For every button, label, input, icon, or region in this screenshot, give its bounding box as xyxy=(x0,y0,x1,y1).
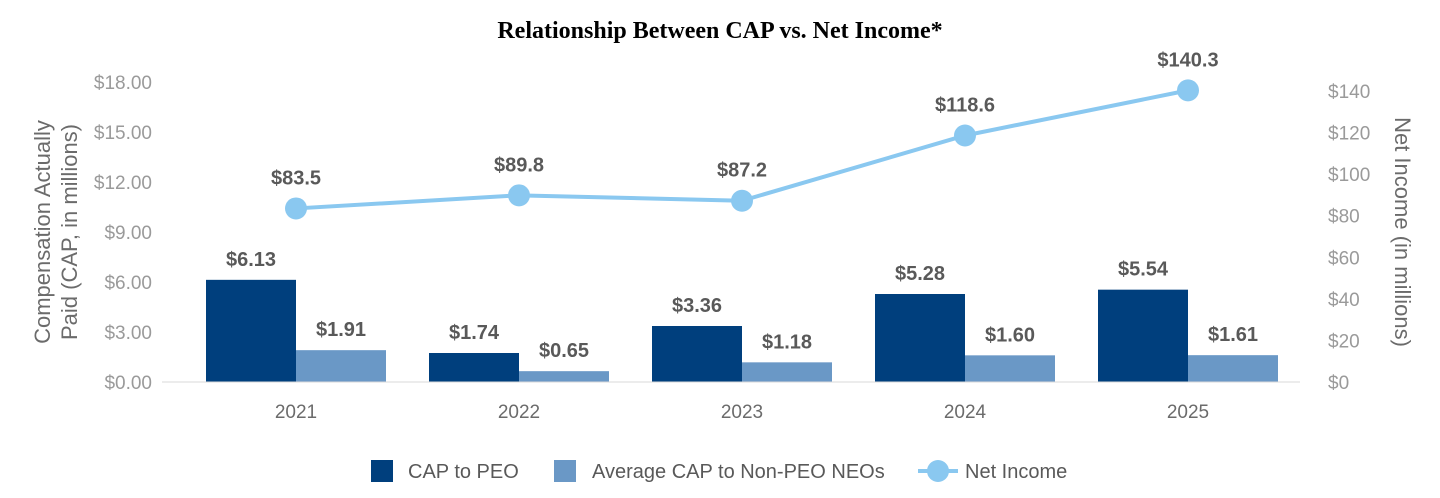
net-income-line-layer: $83.5 $89.8 $87.2 $118.6 $140.3 xyxy=(271,49,1219,219)
y-left-axis-label: Compensation Actually Paid (CAP, in mill… xyxy=(30,120,82,344)
y-left-tick-label: $15.00 xyxy=(94,123,152,144)
y-left-ticks: $0.00 $3.00 $6.00 $9.00 $12.00 $15.00 $18.00 xyxy=(94,73,152,394)
legend: CAP to PEO Average CAP to Non-PEO NEOs N… xyxy=(371,460,1067,483)
bar-cap-peo-2024 xyxy=(875,294,965,382)
y-right-tick-label: $60 xyxy=(1328,248,1360,269)
x-axis-categories: 2021 2022 2023 2024 2025 xyxy=(275,402,1209,423)
bar-cap-neo-2021 xyxy=(296,350,386,382)
label-cap-peo-2025: $5.54 xyxy=(1118,259,1169,281)
legend-label-cap-neo: Average CAP to Non-PEO NEOs xyxy=(592,461,885,483)
net-income-label-2022: $89.8 xyxy=(494,154,544,176)
y-right-axis-label-group: Net Income (in millions) xyxy=(1390,117,1415,347)
y-left-tick-label: $9.00 xyxy=(104,223,152,244)
y-left-tick-label: $6.00 xyxy=(104,273,152,294)
net-income-label-2024: $118.6 xyxy=(935,94,995,116)
legend-label-net-income: Net Income xyxy=(965,461,1067,483)
y-left-axis-label-line1: Compensation Actually xyxy=(30,120,55,344)
x-tick-label-2024: 2024 xyxy=(944,402,987,423)
net-income-point-2023 xyxy=(731,190,753,212)
x-tick-label-2023: 2023 xyxy=(721,402,763,423)
y-left-axis-label-line2: Paid (CAP, in millions) xyxy=(57,124,82,340)
net-income-label-2023: $87.2 xyxy=(717,160,767,182)
net-income-point-2021 xyxy=(285,197,307,219)
y-right-axis-label: Net Income (in millions) xyxy=(1390,117,1415,347)
net-income-point-2025 xyxy=(1177,79,1199,101)
bar-cap-peo-2025 xyxy=(1098,290,1188,382)
label-cap-neo-2021: $1.91 xyxy=(316,319,366,341)
legend-marker-net-income xyxy=(927,460,949,482)
y-left-tick-label: $3.00 xyxy=(104,323,152,344)
bar-cap-neo-2022 xyxy=(519,371,609,382)
label-cap-neo-2025: $1.61 xyxy=(1208,324,1258,346)
bar-cap-neo-2024 xyxy=(965,355,1055,382)
bar-cap-peo-2022 xyxy=(429,353,519,382)
label-cap-peo-2023: $3.36 xyxy=(672,295,722,317)
y-right-tick-label: $20 xyxy=(1328,331,1360,352)
legend-label-cap-peo: CAP to PEO xyxy=(408,461,519,483)
label-cap-peo-2024: $5.28 xyxy=(895,263,945,285)
bar-cap-neo-2023 xyxy=(742,362,832,382)
y-left-tick-label: $0.00 xyxy=(104,373,152,394)
chart-title: Relationship Between CAP vs. Net Income* xyxy=(497,18,942,44)
x-tick-label-2022: 2022 xyxy=(498,402,540,423)
chart: Relationship Between CAP vs. Net Income*… xyxy=(0,0,1440,498)
x-tick-label-2025: 2025 xyxy=(1167,402,1209,423)
y-right-tick-label: $0 xyxy=(1328,373,1349,394)
label-cap-peo-2021: $6.13 xyxy=(226,249,276,271)
label-cap-neo-2023: $1.18 xyxy=(762,331,812,353)
y-right-tick-label: $40 xyxy=(1328,290,1360,311)
bar-cap-peo-2021 xyxy=(206,280,296,382)
bar-cap-peo-2023 xyxy=(652,326,742,382)
net-income-point-2022 xyxy=(508,184,530,206)
net-income-label-2021: $83.5 xyxy=(271,167,321,189)
y-right-tick-label: $120 xyxy=(1328,124,1370,145)
y-left-tick-label: $18.00 xyxy=(94,73,152,94)
label-cap-neo-2024: $1.60 xyxy=(985,324,1035,346)
bar-cap-neo-2025 xyxy=(1188,355,1278,382)
label-cap-neo-2022: $0.65 xyxy=(539,340,589,362)
legend-swatch-cap-peo xyxy=(371,460,393,482)
y-right-tick-label: $80 xyxy=(1328,207,1360,228)
x-tick-label-2021: 2021 xyxy=(275,402,317,423)
bars: $6.13 $1.91 $1.74 $0.65 $3.36 $1.18 $5.28 $1.60… xyxy=(162,249,1300,382)
y-left-tick-label: $12.00 xyxy=(94,173,152,194)
label-cap-peo-2022: $1.74 xyxy=(449,322,500,344)
net-income-label-2025: $140.3 xyxy=(1157,49,1218,71)
y-right-tick-label: $100 xyxy=(1328,165,1370,186)
y-right-ticks: $0 $20 $40 $60 $80 $100 $120 $140 xyxy=(1328,82,1370,394)
legend-swatch-cap-neo xyxy=(554,460,576,482)
net-income-point-2024 xyxy=(954,124,976,146)
y-right-tick-label: $140 xyxy=(1328,82,1370,103)
